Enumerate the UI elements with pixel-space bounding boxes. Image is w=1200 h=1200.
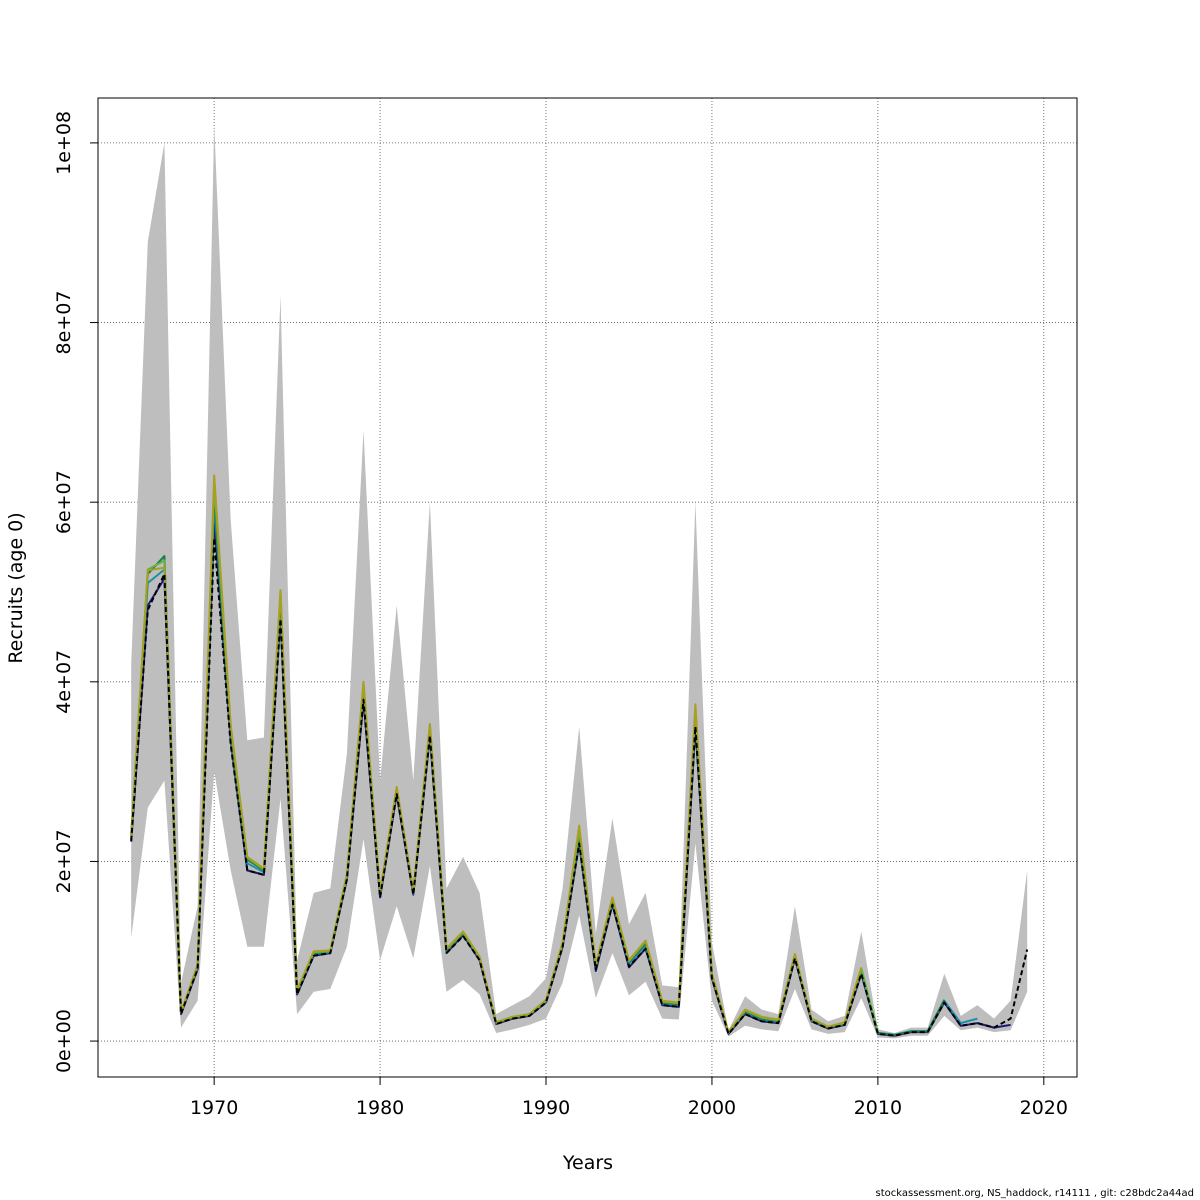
confidence-band-layer (131, 124, 1028, 1039)
x-tick-label-5: 2020 (1020, 1097, 1068, 1119)
x-axis: 1970 1980 1990 2000 2010 2020 (190, 1077, 1068, 1119)
x-axis-label: Years (562, 1152, 613, 1174)
x-tick-label-2: 1990 (522, 1097, 570, 1119)
series-line-5 (130, 537, 1029, 1037)
y-axis: 0e+00 2e+07 4e+07 6e+07 8e+07 1e+08 (53, 111, 98, 1073)
footer-credit: stockassessment.org, NS_haddock, r14111 … (875, 1188, 1195, 1199)
x-tick-label-3: 2000 (688, 1097, 736, 1119)
y-tick-label-0: 0e+00 (53, 1009, 75, 1073)
plot-frame (97, 97, 1078, 1078)
x-tick-label-4: 2010 (854, 1097, 902, 1119)
y-tick-label-4: 8e+07 (53, 291, 75, 355)
series-layer (130, 474, 1029, 1037)
y-tick-label-3: 6e+07 (53, 470, 75, 534)
y-tick-label-5: 1e+08 (53, 111, 75, 175)
y-axis-label: Recruits (age 0) (5, 512, 27, 663)
series-line-4 (130, 474, 863, 1034)
confidence-band (131, 124, 1028, 1039)
x-tick-label-1: 1980 (356, 1097, 404, 1119)
x-tick-label-0: 1970 (190, 1097, 238, 1119)
y-tick-label-2: 4e+07 (53, 650, 75, 714)
y-tick-label-1: 2e+07 (53, 829, 75, 893)
